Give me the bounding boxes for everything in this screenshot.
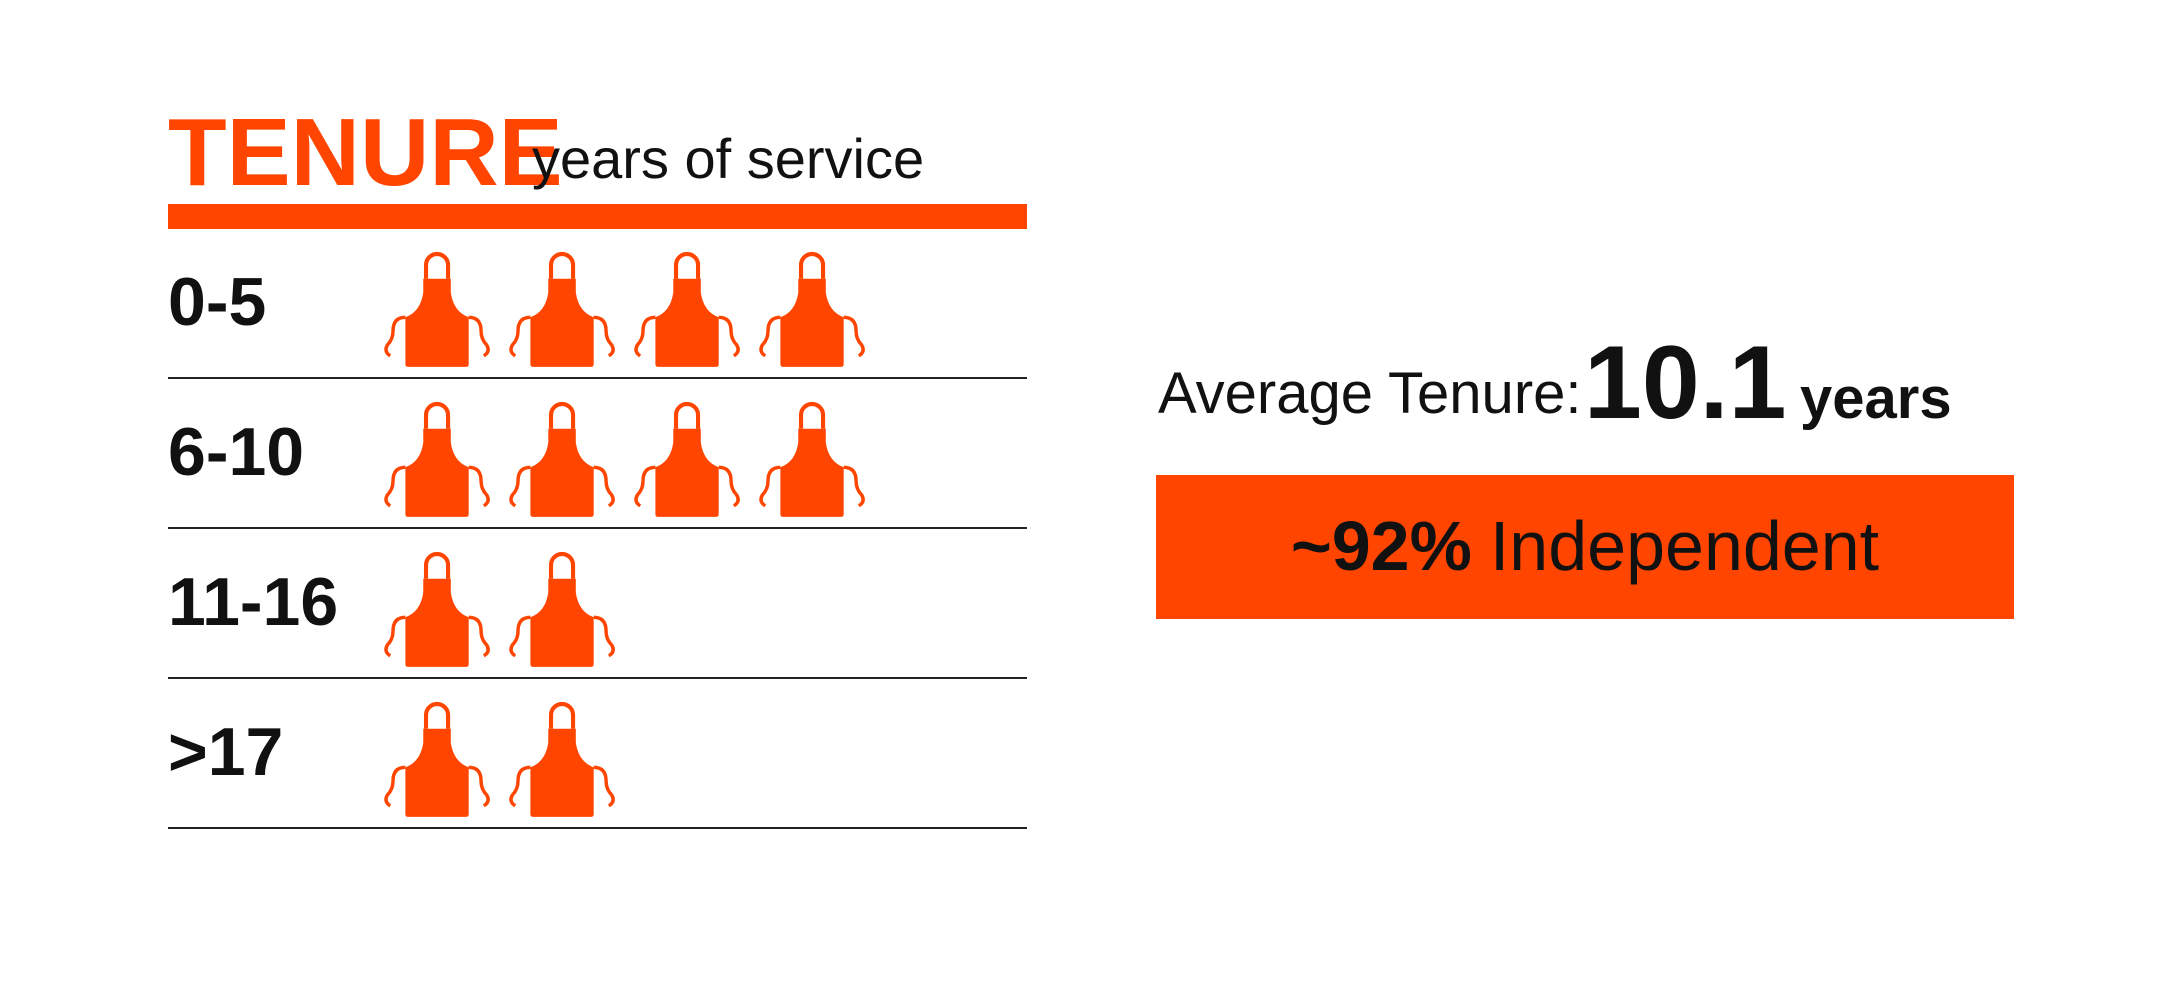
apron-icon	[384, 252, 490, 367]
apron-string	[509, 465, 531, 508]
apron-icon	[759, 402, 865, 517]
apron-string	[593, 765, 615, 808]
title: TENURE	[168, 99, 563, 206]
apron-neck	[423, 552, 451, 579]
apron-body	[530, 578, 594, 667]
apron-neck	[423, 252, 451, 279]
apron-icon	[384, 402, 490, 517]
rows: 0-5 6-10 11-16 >17	[168, 252, 1027, 829]
subtitle: years of service	[532, 127, 924, 190]
apron-neck	[548, 552, 576, 579]
apron-icon	[634, 402, 740, 517]
apron-icon	[509, 552, 615, 667]
apron-string	[468, 615, 490, 658]
summary-label: Average Tenure:	[1158, 361, 1582, 426]
apron-icon	[509, 702, 615, 817]
apron-neck	[423, 702, 451, 729]
apron-icon	[509, 252, 615, 367]
apron-string	[593, 615, 615, 658]
title-bar	[168, 204, 1027, 229]
apron-string	[634, 315, 656, 358]
apron-string	[509, 765, 531, 808]
apron-body	[655, 428, 719, 517]
apron-string	[509, 615, 531, 658]
apron-neck	[423, 402, 451, 429]
apron-string	[468, 765, 490, 808]
row-label: 6-10	[168, 414, 304, 490]
apron-icon	[509, 402, 615, 517]
apron-neck	[548, 702, 576, 729]
apron-string	[468, 315, 490, 358]
apron-body	[780, 278, 844, 367]
badge-label: Independent	[1490, 507, 1879, 585]
row-label: 0-5	[168, 264, 266, 340]
apron-neck	[673, 402, 701, 429]
apron-string	[384, 765, 406, 808]
apron-string	[843, 465, 865, 508]
apron-body	[405, 578, 469, 667]
apron-icon	[759, 252, 865, 367]
apron-icon	[384, 702, 490, 817]
apron-string	[593, 465, 615, 508]
apron-string	[384, 465, 406, 508]
apron-icon	[384, 552, 490, 667]
apron-body	[780, 428, 844, 517]
apron-body	[530, 428, 594, 517]
apron-neck	[673, 252, 701, 279]
apron-string	[634, 465, 656, 508]
badge-value: ~92%	[1291, 507, 1472, 585]
badge	[1156, 475, 2014, 619]
apron-body	[530, 728, 594, 817]
apron-string	[759, 465, 781, 508]
apron-body	[405, 278, 469, 367]
row-label: 11-16	[168, 564, 338, 640]
apron-string	[384, 615, 406, 658]
apron-body	[530, 278, 594, 367]
apron-string	[468, 465, 490, 508]
apron-body	[405, 428, 469, 517]
apron-body	[655, 278, 719, 367]
apron-string	[718, 315, 740, 358]
apron-string	[718, 465, 740, 508]
summary-value: 10.1	[1584, 325, 1786, 441]
apron-string	[843, 315, 865, 358]
summary-unit: years	[1800, 366, 1952, 431]
apron-string	[593, 315, 615, 358]
row-label: >17	[168, 714, 283, 790]
apron-body	[405, 728, 469, 817]
apron-string	[384, 315, 406, 358]
apron-neck	[798, 402, 826, 429]
apron-icon	[634, 252, 740, 367]
apron-neck	[798, 252, 826, 279]
apron-neck	[548, 402, 576, 429]
apron-neck	[548, 252, 576, 279]
apron-string	[759, 315, 781, 358]
badge-text: ~92% Independent	[1291, 507, 1879, 585]
apron-string	[509, 315, 531, 358]
